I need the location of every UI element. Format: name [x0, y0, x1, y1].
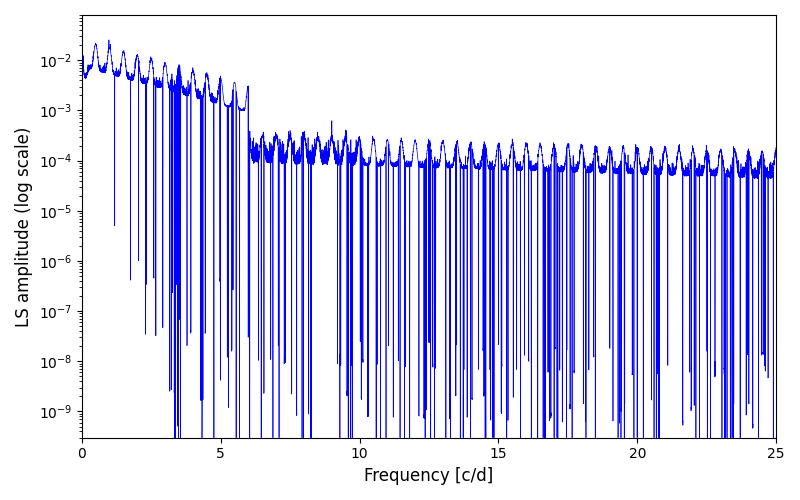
Y-axis label: LS amplitude (log scale): LS amplitude (log scale) [15, 126, 33, 326]
X-axis label: Frequency [c/d]: Frequency [c/d] [364, 467, 494, 485]
